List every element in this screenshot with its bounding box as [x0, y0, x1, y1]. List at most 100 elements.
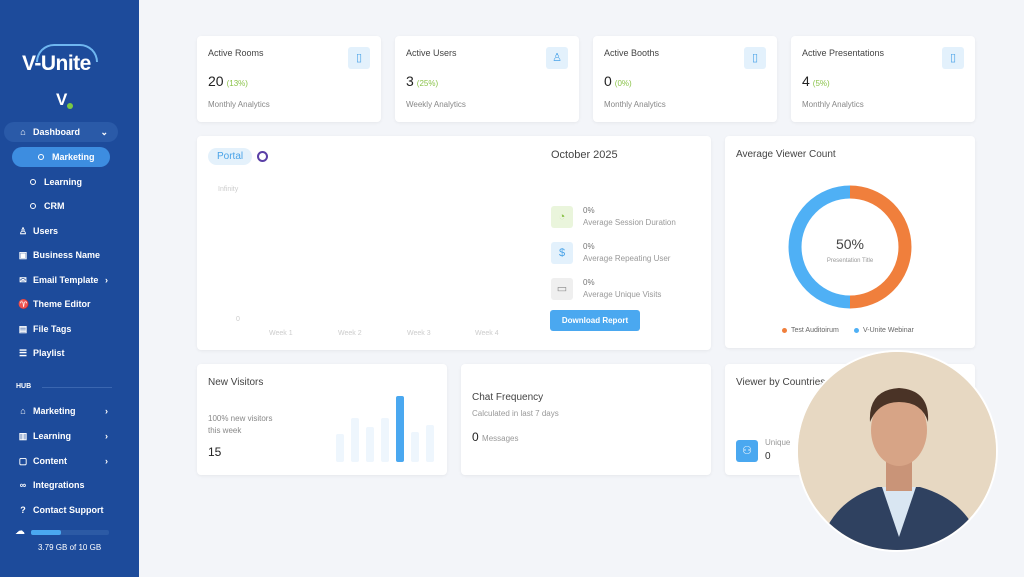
sidebar-item-dashboard[interactable]: ⌂ Dashboard ⌄ — [4, 122, 118, 142]
visitors-value: 15 — [208, 445, 222, 459]
user-plus-icon: ♙ — [546, 47, 568, 69]
x-tick: Week 4 — [475, 330, 499, 337]
stat-card: Active Rooms ▯ 20 (13%) Monthly Analytics — [197, 36, 381, 122]
sidebar-item-label: Content — [33, 456, 67, 466]
logo-mark: V — [56, 90, 68, 109]
mail-icon: ✉ — [19, 275, 27, 285]
viewer-card: Average Viewer Count 50% Presentation Ti… — [725, 136, 975, 348]
users-icon: ⚇ — [736, 440, 758, 462]
hub-label: HUB — [16, 383, 32, 390]
card-title: Average Viewer Count — [736, 149, 836, 160]
sidebar-item-integrations[interactable]: ∞ Integrations — [4, 475, 118, 495]
user-icon: ♙ — [18, 226, 28, 236]
briefcase-icon: ▣ — [18, 250, 28, 260]
sidebar-item-file-tags[interactable]: ▤ File Tags — [4, 319, 118, 339]
link-icon: ∞ — [19, 480, 27, 490]
sidebar-item-learning[interactable]: ▥ Learning › — [4, 426, 118, 446]
chevron-down-icon: ⌄ — [100, 126, 108, 137]
circle-icon — [30, 203, 36, 209]
circle-icon — [30, 179, 36, 185]
visitors-text: this week — [208, 426, 242, 435]
stat-title: Active Rooms — [208, 48, 264, 58]
sidebar-item-theme-editor[interactable]: ♈ Theme Editor — [4, 294, 118, 314]
cloud-icon: ☁ — [15, 526, 25, 537]
visitor-bar — [426, 425, 434, 462]
portal-card: Portal Infinity 0 Week 1 Week 2 Week 3 W… — [197, 136, 711, 350]
sidebar-item-label: Email Template — [33, 275, 99, 285]
sidebar-item-label: Dashboard — [33, 127, 81, 137]
new-visitors-card: New Visitors 100% new visitors this week… — [197, 364, 447, 475]
visitor-bar — [411, 431, 419, 462]
sidebar-item-email-template[interactable]: ✉ Email Template › — [4, 270, 118, 290]
chevron-right-icon: › — [105, 431, 108, 441]
month-label: October 2025 — [551, 149, 618, 161]
sidebar-item-contact-support[interactable]: ? Contact Support — [4, 500, 118, 520]
sidebar-item-label: Contact Support — [33, 505, 104, 515]
visitor-bar — [336, 433, 344, 462]
logo-dot — [67, 103, 73, 109]
metric-label: Average Session Duration — [583, 218, 676, 227]
door-icon: ▯ — [942, 47, 964, 69]
chevron-right-icon: › — [105, 275, 108, 285]
sidebar: V-Unite V ⌂ Dashboard ⌄ Marketing Learning CR… — [0, 0, 139, 577]
refresh-icon[interactable] — [257, 151, 268, 162]
sidebar-item-marketing[interactable]: Marketing — [12, 147, 110, 167]
stat-value: 0 (0%) — [604, 73, 632, 89]
donut-label: Presentation Title — [826, 258, 874, 264]
stat-card: Active Users ♙ 3 (25%) Weekly Analytics — [395, 36, 579, 122]
card-icon: ▭ — [551, 278, 573, 300]
pie-chart-icon: ◔ — [551, 206, 573, 228]
y-axis-top: Infinity — [218, 186, 239, 193]
x-tick: Week 3 — [407, 330, 431, 337]
chat-sub: Calculated in last 7 days — [472, 409, 559, 418]
storage-text: 3.79 GB of 10 GB — [38, 543, 102, 552]
stat-title: Active Booths — [604, 48, 660, 58]
stat-sub: Monthly Analytics — [802, 100, 864, 109]
visitor-bar — [366, 426, 374, 462]
x-tick: Week 1 — [269, 330, 293, 337]
sidebar-item-label: Integrations — [33, 480, 85, 490]
visitor-bar — [351, 418, 359, 462]
sidebar-item-crm[interactable]: CRM — [4, 196, 118, 216]
sidebar-item-label: Learning — [33, 431, 72, 441]
sidebar-item-label: Marketing — [33, 406, 76, 416]
sidebar-item-business-name[interactable]: ▣ Business Name — [4, 245, 118, 265]
download-report-button[interactable]: Download Report — [550, 310, 640, 331]
sidebar-item-label: Learning — [44, 177, 83, 187]
sidebar-item-content[interactable]: ▢ Content › — [4, 451, 118, 471]
donut-chart — [788, 185, 912, 309]
card-title: Viewer by Countries — [736, 377, 826, 388]
store-icon: ⌂ — [20, 406, 26, 416]
visitor-bar — [396, 396, 404, 462]
logo: V-Unite — [22, 52, 91, 75]
visitor-bar — [381, 418, 389, 462]
sidebar-item-label: Marketing — [52, 152, 95, 162]
sidebar-item-label: Playlist — [33, 348, 65, 358]
stat-value: 4 (5%) — [802, 73, 830, 89]
legend-item: Test Auditoirum — [782, 327, 839, 334]
tab-portal[interactable]: Portal — [208, 148, 253, 165]
shirt-icon: ♈ — [18, 299, 30, 309]
metric-label: Average Unique Visits — [583, 290, 662, 299]
legend-item: V-Unite Webinar — [854, 327, 914, 334]
storage-fill — [31, 530, 61, 535]
card-title: Chat Frequency — [472, 392, 544, 403]
presenter-video — [796, 350, 998, 552]
chevron-right-icon: › — [105, 406, 108, 416]
sidebar-item-playlist[interactable]: ☰ Playlist — [4, 343, 118, 363]
metric-value: 0% — [583, 278, 595, 287]
donut-slice — [788, 185, 851, 309]
door-icon: ▯ — [744, 47, 766, 69]
storage-bar — [31, 530, 109, 535]
metric-value: 0% — [583, 206, 595, 215]
sidebar-item-label: Business Name — [33, 250, 101, 260]
sidebar-item-marketing[interactable]: ⌂ Marketing › — [4, 401, 118, 421]
sidebar-item-learning[interactable]: Learning — [4, 172, 118, 192]
donut-value: 50% — [835, 236, 865, 252]
stat-title: Active Presentations — [802, 48, 885, 58]
door-icon: ▯ — [348, 47, 370, 69]
sidebar-item-users[interactable]: ♙ Users — [4, 221, 118, 241]
stat-value: 3 (25%) — [406, 73, 439, 89]
sidebar-item-label: CRM — [44, 201, 65, 211]
metric-value: 0% — [583, 242, 595, 251]
